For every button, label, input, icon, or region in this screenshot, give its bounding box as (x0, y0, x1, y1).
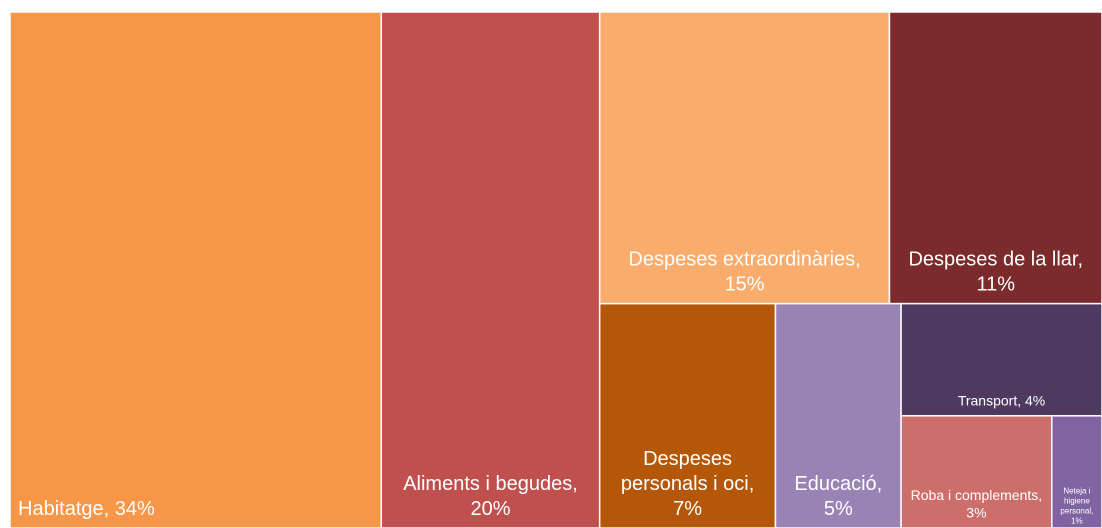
treemap-cell (774, 302, 902, 528)
treemap-cell (1051, 415, 1102, 528)
label-line: 11% (976, 274, 1015, 296)
label-line: Aliments i begudes, (403, 473, 578, 495)
label-line: personal, (1060, 506, 1093, 515)
label-line: 15% (725, 274, 765, 296)
cell-label: Despeses de la llar, 11% (908, 249, 1083, 296)
label-line: 1% (1071, 516, 1083, 525)
label-line: Habitatge, 34% (18, 498, 155, 520)
cell-label: Roba i complements, 3% (911, 487, 1043, 521)
treemap-cell (380, 11, 601, 528)
label-line: personals i oci, (621, 473, 754, 495)
label-line: Despeses de la llar, (908, 249, 1083, 271)
treemap-cell (9, 11, 383, 528)
label-line: Despeses (643, 448, 732, 470)
treemap-cell (900, 415, 1053, 528)
label-line: Transport, 4% (958, 393, 1045, 409)
label-line: 5% (824, 498, 853, 520)
label-line: 3% (966, 505, 986, 521)
cell-label: Habitatge, 34% (18, 498, 155, 520)
treemap-cell (900, 302, 1102, 417)
cell-label: Neteja i higiene personal, 1% (1060, 486, 1093, 525)
label-line: Neteja i (1063, 486, 1090, 495)
cell-label: Transport, 4% (958, 393, 1045, 409)
treemap-cell (598, 11, 891, 305)
cell-label: Aliments i begudes, 20% (403, 473, 578, 520)
cell-label: Educació, 5% (794, 473, 882, 520)
label-line: 7% (673, 498, 702, 520)
cell-label: Despeses extraordinàries, 15% (628, 249, 860, 296)
cell-label: Despeses personals i oci, 7% (621, 448, 754, 520)
label-line: Despeses extraordinàries, (628, 249, 860, 271)
label-line: Educació, (794, 473, 882, 495)
label-line: 20% (470, 498, 510, 520)
treemap-cell (888, 11, 1102, 305)
label-line: Roba i complements, (911, 487, 1043, 503)
label-line: higiene (1064, 496, 1090, 505)
